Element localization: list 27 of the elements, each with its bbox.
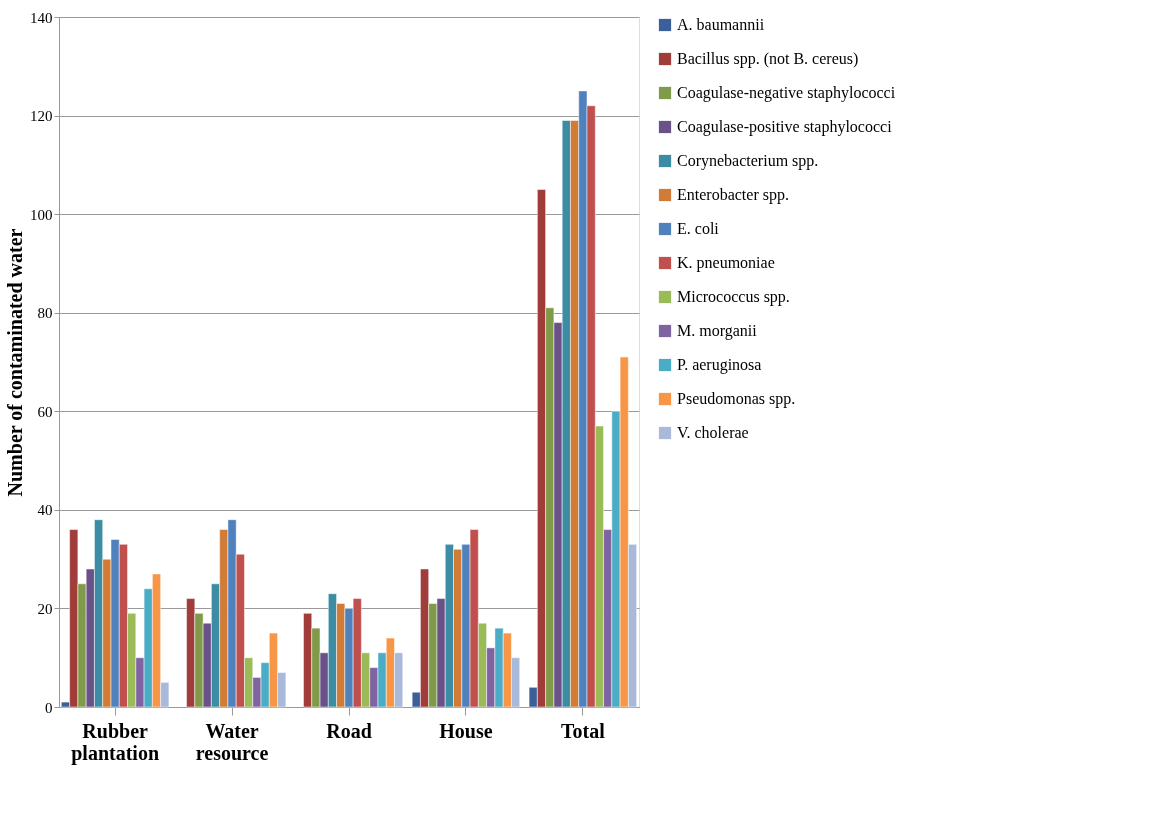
y-tick-label: 120 — [30, 108, 53, 125]
x-tick-label: Water resource — [195, 719, 269, 764]
legend-label: Pseudomonas spp. — [677, 390, 796, 408]
legend-label: Micrococcus spp. — [677, 288, 790, 306]
y-tick-label: 20 — [37, 600, 53, 617]
legend-label: K. pneumoniae — [677, 254, 775, 272]
x-tick-label: House — [439, 719, 493, 742]
legend-label: M. morganii — [677, 322, 758, 340]
y-tick-label: 40 — [37, 502, 53, 519]
y-tick-label: 80 — [37, 305, 53, 322]
x-tick-label: Rubber plantation — [71, 719, 160, 765]
y-tick-label: 100 — [30, 206, 53, 223]
legend-label: Corynebacterium spp. — [677, 152, 819, 170]
y-tick-label: 0 — [45, 699, 53, 716]
legend-label: Bacillus spp. (not B. cereus) — [677, 50, 859, 68]
legend-label: V. cholerae — [677, 424, 749, 441]
legend-label: Coagulase-negative staphylococci — [677, 84, 896, 102]
y-tick-label: 140 — [30, 9, 53, 26]
legend-label: P. aeruginosa — [677, 356, 762, 374]
legend-label: Enterobacter spp. — [677, 186, 789, 204]
y-axis-title: Number of contaminated water — [4, 228, 26, 497]
x-tick-label: Road — [326, 719, 372, 742]
x-tick-label: Total — [561, 719, 606, 742]
legend-label: A. baumannii — [677, 16, 765, 33]
y-tick-label: 60 — [37, 403, 53, 420]
legend-label: Coagulase-positive staphylococci — [677, 118, 893, 136]
legend-label: E. coli — [677, 220, 720, 237]
